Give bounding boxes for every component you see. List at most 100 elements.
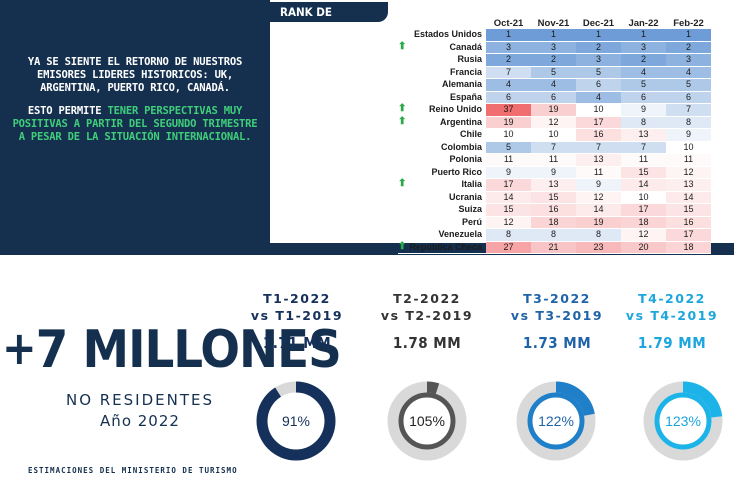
rank-value-cell: 11 (486, 153, 531, 167)
rank-value-cell: 7 (576, 141, 621, 154)
rank-row: Polonia 11 11 13 11 11 (398, 153, 711, 167)
rank-value-cell: 1 (621, 29, 666, 42)
quarter-t4: T4-2022 vs T4-2019 1.79 MM (617, 290, 727, 352)
up-arrow-icon: ⬆ (398, 103, 407, 114)
rank-value-cell: 19 (531, 103, 576, 117)
rank-country-cell: España (398, 91, 486, 104)
rank-country-cell: ⬆ Argentina (398, 116, 486, 129)
intro-prefix: ESTO PERMITE (27, 105, 108, 117)
rank-country-cell: Polonia (398, 153, 486, 167)
rank-value-cell: 18 (531, 216, 576, 229)
rank-country-name: Estados Unidos (413, 29, 482, 40)
donut-center (527, 392, 585, 450)
donut-label: 123% (665, 413, 701, 429)
rank-value-cell: 1 (576, 29, 621, 42)
rank-country-name: Reino Unido (429, 104, 482, 115)
rank-country-name: República Checa (409, 241, 482, 252)
rank-row: Francia 7 5 5 4 4 (398, 66, 711, 79)
rank-value-cell: 13 (576, 153, 621, 167)
rank-value-cell: 13 (621, 128, 666, 142)
rank-value-cell: 14 (576, 203, 621, 217)
rank-value-cell: 5 (576, 66, 621, 79)
footnote: ESTIMACIONES DEL MINISTERIO DE TURISMO (28, 466, 238, 475)
rank-row: Rusia 2 2 3 2 3 (398, 53, 711, 67)
rank-country-cell: Perú (398, 216, 486, 229)
quarter-value: 1.79 MM (637, 334, 707, 352)
rank-value-cell: 4 (621, 66, 666, 79)
rank-country-name: Perú (461, 216, 482, 227)
rank-row: Puerto Rico 9 9 11 15 12 (398, 166, 711, 179)
rank-header-month: Nov-21 (537, 17, 570, 29)
intro-text: YA SE SIENTE EL RETORNO DE NUESTROS EMIS… (10, 56, 260, 154)
rank-country-name: Venezuela (438, 229, 482, 240)
rank-value-cell: 2 (666, 41, 711, 54)
rank-value-cell: 4 (576, 91, 621, 104)
year-label: Año 2022 (100, 412, 180, 430)
rank-row: ⬆ República Checa 27 21 23 20 18 (398, 241, 711, 254)
rank-header-country (398, 17, 486, 29)
rank-value-cell: 17 (666, 228, 711, 242)
rank-value-cell: 15 (666, 203, 711, 217)
intro-paragraph-2: ESTO PERMITE TENER PERSPECTIVAS MUY POSI… (10, 105, 260, 144)
rank-value-cell: 7 (531, 141, 576, 154)
up-arrow-icon: ⬆ (398, 240, 407, 252)
quarter-subtitle: vs T1-2019 (250, 308, 344, 323)
rank-row: Estados Unidos 1 1 1 1 1 (398, 29, 711, 42)
rank-header-month: Feb-22 (673, 17, 704, 29)
rank-value-cell: 2 (621, 53, 666, 67)
rank-value-cell: 7 (666, 103, 711, 117)
rank-value-cell: 23 (576, 241, 621, 254)
rank-country-cell: ⬆ República Checa (398, 241, 486, 254)
rank-value-cell: 7 (486, 66, 531, 79)
rank-value-cell: 6 (486, 91, 531, 104)
rank-value-cell: 6 (531, 91, 576, 104)
rank-panel: RANK DE EMISORES Oct-21 Nov-21 Dec-21 Ja… (270, 0, 734, 254)
rank-row: ⬆ Reino Unido 37 19 10 9 7 (398, 103, 711, 117)
rank-value-cell: 5 (621, 78, 666, 92)
rank-value-cell: 16 (531, 203, 576, 217)
rank-row: ⬆ Canadá 3 3 2 3 2 (398, 41, 711, 54)
rank-country-name: Ucrania (448, 191, 482, 202)
rank-country-name: Canadá (449, 41, 482, 52)
rank-value-cell: 5 (486, 141, 531, 154)
quarter-title: T3-2022 (523, 291, 591, 306)
rank-value-cell: 16 (576, 128, 621, 142)
quarter-t1: T1-2022 vs T1-2019 1.71 MM (242, 290, 352, 352)
rank-value-cell: 15 (621, 166, 666, 179)
rank-row: ⬆ Italia 17 13 9 14 13 (398, 178, 711, 192)
donut-t2: 105% (387, 381, 467, 461)
rank-value-cell: 11 (576, 166, 621, 179)
rank-value-cell: 3 (576, 53, 621, 67)
rank-country-cell: ⬆ Canadá (398, 41, 486, 54)
rank-value-cell: 8 (531, 228, 576, 242)
donut-progress (256, 381, 336, 461)
rank-row: Colombia 5 7 7 7 10 (398, 141, 711, 154)
rank-country-cell: Puerto Rico (398, 166, 486, 179)
rank-value-cell: 12 (621, 228, 666, 242)
rank-country-cell: Venezuela (398, 228, 486, 242)
rank-country-cell: Chile (398, 128, 486, 142)
rank-header-month: Oct-21 (493, 17, 524, 29)
rank-country-cell: Rusia (398, 53, 486, 67)
intro-highlight: TENER PERSPECTIVAS MUY POSITIVAS A PARTI… (12, 105, 258, 143)
rank-country-cell: Ucrania (398, 191, 486, 204)
rank-value-cell: 12 (486, 216, 531, 229)
up-arrow-icon: ⬆ (398, 115, 407, 127)
rank-value-cell: 13 (531, 178, 576, 192)
donut-t3: 122% (516, 381, 596, 461)
rank-value-cell: 10 (576, 103, 621, 117)
rank-value-cell: 19 (576, 216, 621, 229)
rank-country-name: Puerto Rico (431, 166, 482, 177)
rank-value-cell: 2 (486, 53, 531, 67)
rank-value-cell: 11 (531, 153, 576, 167)
rank-value-cell: 12 (666, 166, 711, 179)
rank-header-month: Dec-21 (582, 17, 615, 29)
rank-table: Oct-21 Nov-21 Dec-21 Jan-22 Feb-22 Estad… (398, 17, 711, 254)
rank-value-cell: 12 (531, 116, 576, 129)
rank-country-cell: Colombia (398, 141, 486, 154)
rank-value-cell: 1 (486, 29, 531, 42)
rank-value-cell: 6 (666, 91, 711, 104)
rank-value-cell: 9 (531, 166, 576, 179)
big-total: +7 MILLONES (2, 320, 342, 378)
donut-center (398, 392, 456, 450)
